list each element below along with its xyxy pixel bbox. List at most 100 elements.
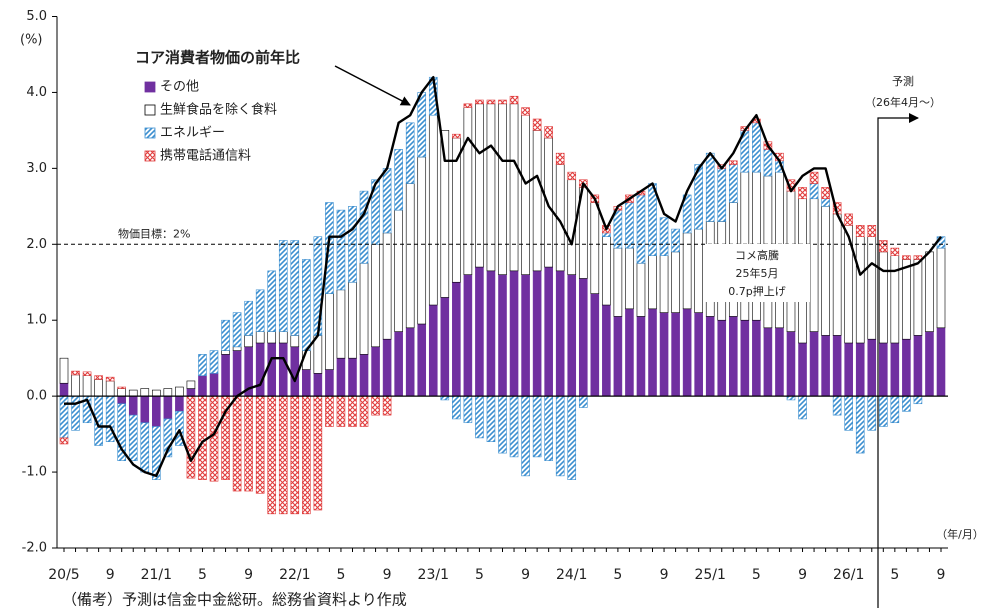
bar-segment xyxy=(463,395,473,424)
bar-segment xyxy=(544,395,553,461)
bar-segment xyxy=(198,395,207,480)
bar-segment xyxy=(209,373,219,397)
bar-segment xyxy=(832,335,842,397)
y-tick-label: 1.0 xyxy=(26,313,47,328)
bar-segment xyxy=(394,149,403,211)
x-tick-label: 9 xyxy=(521,567,530,583)
line-label-arrow xyxy=(334,65,411,106)
bar-segment xyxy=(752,319,761,397)
bar-segment xyxy=(186,380,196,389)
x-tick-label: 25/1 xyxy=(694,567,725,583)
bar-segment xyxy=(936,247,946,329)
bar-segment xyxy=(821,187,830,200)
bar-segment xyxy=(117,388,126,397)
bar-segment xyxy=(567,171,577,181)
x-tick-label: 5 xyxy=(336,567,345,583)
bar-segment xyxy=(325,395,334,427)
bar-segment xyxy=(405,327,415,397)
bar-segment xyxy=(682,194,692,234)
bar-segment xyxy=(567,395,577,480)
x-tick-label: 23/1 xyxy=(418,567,449,583)
bar-segment xyxy=(879,240,888,253)
bar-segment xyxy=(255,331,265,344)
bar-segment xyxy=(232,350,242,397)
bar-segment xyxy=(855,225,865,237)
bar-segment xyxy=(359,262,369,355)
bar-segment xyxy=(809,331,819,397)
bar-segment xyxy=(140,388,150,397)
bar-segment xyxy=(775,327,784,397)
cpi-line xyxy=(64,76,942,478)
bar-segment xyxy=(198,354,207,376)
bar-segment xyxy=(625,308,634,397)
bar-segment xyxy=(313,373,323,397)
bar-segment xyxy=(128,389,138,397)
bar-segment xyxy=(186,395,196,479)
bar-segment xyxy=(509,395,519,458)
bar-segment xyxy=(590,202,600,294)
bar-segment xyxy=(382,338,392,397)
bar-segment xyxy=(925,251,934,332)
bar-segment xyxy=(486,99,496,105)
bar-segment xyxy=(728,160,738,165)
bar-segment xyxy=(925,331,934,397)
bar-segment xyxy=(313,335,323,374)
bar-segment xyxy=(175,386,184,397)
bar-segment xyxy=(671,251,680,313)
bar-segment xyxy=(694,228,703,313)
bar-segment xyxy=(602,236,611,306)
x-label: （年/月） xyxy=(936,527,984,541)
bar-segment xyxy=(59,395,69,439)
bar-segment xyxy=(578,395,588,408)
bar-segment xyxy=(717,168,727,222)
bar-segment xyxy=(117,395,126,405)
bar-segment xyxy=(371,395,380,416)
bar-segment xyxy=(405,183,415,329)
bar-segment xyxy=(809,198,819,332)
bar-segment xyxy=(382,168,392,234)
bar-segment xyxy=(659,255,669,313)
x-tick-label: 5 xyxy=(198,567,207,583)
bar-segment xyxy=(590,293,600,397)
bar-segment xyxy=(105,380,115,397)
bar-segment xyxy=(417,156,427,325)
bar-segment xyxy=(648,255,657,310)
bar-segment xyxy=(255,342,265,397)
bar-segment xyxy=(359,395,369,427)
bar-segment xyxy=(902,395,911,412)
bar-segment xyxy=(336,395,346,427)
bar-segment xyxy=(555,152,565,165)
bar-segment xyxy=(209,395,219,482)
bar-segment xyxy=(290,335,300,348)
bar-segment xyxy=(71,374,80,397)
bar-segment xyxy=(405,122,415,184)
bar-segment xyxy=(498,103,507,275)
bar-segment xyxy=(152,395,161,427)
bar-segment xyxy=(105,395,115,442)
bar-segment xyxy=(452,395,461,420)
line-label: コア消費者物価の前年比 xyxy=(135,49,300,67)
x-tick-label: 5 xyxy=(752,567,761,583)
bar-segment xyxy=(244,335,253,348)
bar-segment xyxy=(359,190,369,264)
bar-segment xyxy=(671,312,680,397)
bar-segment xyxy=(152,389,161,397)
forecast-arrow xyxy=(877,113,919,608)
bar-segment xyxy=(879,395,888,427)
bar-segment xyxy=(879,342,888,397)
bar-segment xyxy=(348,395,357,427)
bar-segment xyxy=(844,395,853,431)
bar-segment xyxy=(267,342,277,397)
bar-segment xyxy=(221,319,230,351)
bar-segment xyxy=(117,403,126,461)
bar-segment xyxy=(359,354,369,397)
bar-segment xyxy=(232,395,242,492)
bar-segment xyxy=(902,259,911,340)
bar-segment xyxy=(267,331,277,344)
bar-segment xyxy=(521,395,530,477)
bar-segment xyxy=(371,243,380,348)
bar-segment xyxy=(498,99,507,105)
bar-segment xyxy=(763,327,773,397)
bar-segment xyxy=(913,395,923,405)
